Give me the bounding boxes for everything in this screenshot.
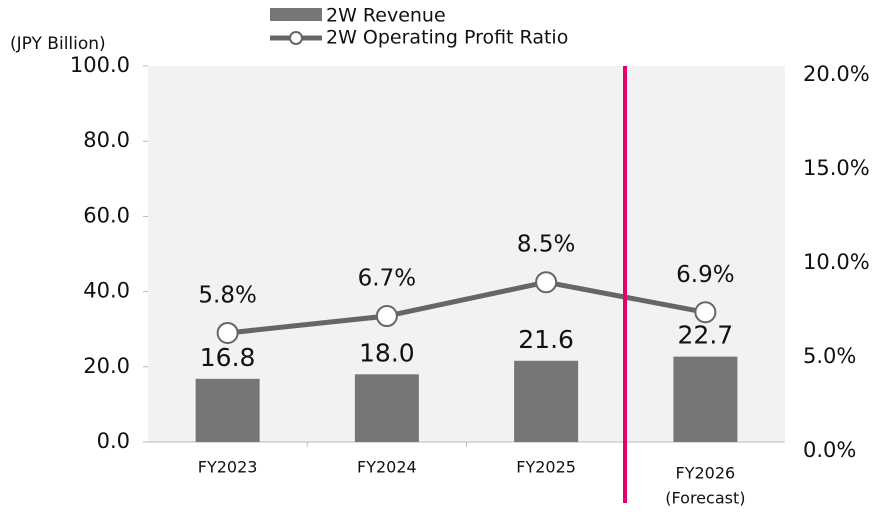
y-axis-title: (JPY Billion) xyxy=(10,34,106,54)
legend-swatch xyxy=(270,8,322,21)
bar xyxy=(354,374,419,442)
forecast-note: (Forecast) xyxy=(665,489,745,508)
bar xyxy=(673,356,738,442)
y2-tick-label: 15.0% xyxy=(803,156,870,180)
line-marker xyxy=(535,271,558,294)
y-tick-label: 20.0 xyxy=(83,354,130,378)
y2-tick-label: 5.0% xyxy=(803,344,856,368)
line-value-label: 6.9% xyxy=(676,262,734,288)
legend-label: 2W Operating Profit Ratio xyxy=(326,27,568,49)
x-tick-label: FY2023 xyxy=(198,458,258,477)
x-tick-label: FY2024 xyxy=(357,458,417,477)
y-tick-label: 60.0 xyxy=(83,203,130,227)
bar-value-label: 18.0 xyxy=(359,338,415,367)
y-tick-label: 0.0 xyxy=(97,429,130,453)
y-tick-label: 40.0 xyxy=(83,279,130,303)
line-marker xyxy=(375,305,398,328)
legend-label: 2W Revenue xyxy=(326,5,446,27)
x-tick-label: FY2026 xyxy=(676,464,736,483)
line-marker xyxy=(216,321,239,344)
y2-tick-label: 10.0% xyxy=(803,250,870,274)
line-value-label: 6.7% xyxy=(358,266,416,292)
bar-value-label: 21.6 xyxy=(518,325,574,354)
legend-marker xyxy=(289,31,303,45)
y2-tick-label: 0.0% xyxy=(803,438,856,462)
line-marker xyxy=(694,301,717,324)
line-value-label: 8.5% xyxy=(517,232,575,258)
bar-value-label: 16.8 xyxy=(200,343,256,372)
y-tick-label: 100.0 xyxy=(70,53,130,77)
bar xyxy=(514,360,579,442)
y-tick-label: 80.0 xyxy=(83,128,130,152)
x-tick-label: FY2025 xyxy=(516,458,576,477)
bar-value-label: 22.7 xyxy=(678,321,734,350)
line-value-label: 5.8% xyxy=(198,282,256,308)
bar xyxy=(195,378,260,442)
y2-tick-label: 20.0% xyxy=(803,62,870,86)
